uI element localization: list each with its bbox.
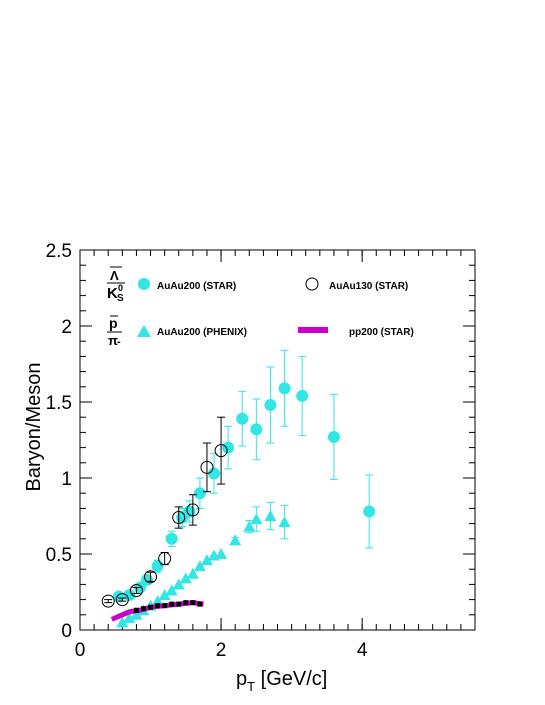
star-au130-point — [172, 511, 186, 525]
star-au130-point — [144, 570, 158, 584]
star-au200-point — [193, 487, 206, 500]
phenix-point — [264, 510, 277, 521]
phenix-point — [172, 578, 185, 590]
legend-label-phenix: AuAu200 (PHENIX) — [157, 327, 247, 338]
pp200-point — [197, 601, 203, 607]
x-axis-title-unit: [GeV/c] — [255, 668, 327, 690]
plot-frame — [79, 249, 476, 631]
pp200-point — [190, 600, 196, 606]
pp200-point — [140, 606, 146, 612]
phenix-point — [200, 554, 213, 566]
star-au200-point — [327, 430, 340, 443]
y-axis-title: Baryon/Meson — [23, 363, 45, 492]
star-au130-point — [200, 460, 214, 474]
pbar-symbol: p — [109, 315, 118, 331]
legend-marker-pp200 — [298, 327, 328, 333]
legend: Λ K 0 S p π - AuAu200 (STAR) AuAu130 (ST… — [107, 266, 414, 348]
star-au200-point — [296, 389, 309, 402]
star-au200-point — [250, 423, 263, 436]
star-au130-point — [158, 552, 172, 566]
star-au200-point — [183, 505, 196, 518]
star-au200-point — [208, 467, 221, 480]
phenix-point — [229, 534, 242, 546]
star-au130-point — [115, 593, 129, 607]
data-layer — [101, 349, 376, 628]
star-au200-point — [165, 532, 178, 545]
star-au200-point — [151, 560, 164, 573]
star-au200-point — [363, 505, 376, 518]
kshort-superscript: 0 — [118, 283, 123, 293]
phenix-point — [151, 595, 164, 607]
phenix-point — [215, 548, 228, 559]
legend-marker-star-au200 — [138, 278, 150, 290]
phenix-point — [123, 611, 136, 623]
x-axis-title: pT [GeV/c] — [236, 668, 327, 694]
pion-symbol: π — [108, 333, 118, 348]
pp200-point — [183, 600, 189, 606]
star-au200-point — [278, 382, 291, 395]
phenix-point — [165, 584, 178, 596]
pp200-point — [133, 607, 139, 613]
star-au130-point — [101, 594, 115, 608]
phenix-point — [278, 516, 291, 528]
x-axis-title-main: p — [236, 668, 247, 690]
legend-marker-phenix — [137, 325, 151, 337]
phenix-point — [116, 616, 129, 628]
legend-marker-star-au130 — [305, 277, 319, 291]
star-au130-point — [214, 444, 228, 458]
y-tick-label: 0 — [61, 621, 72, 642]
phenix-point — [179, 572, 192, 584]
y-tick-label: 2 — [61, 317, 72, 338]
phenix-point — [186, 567, 199, 579]
star-au200-point — [141, 573, 154, 586]
pp200-point — [148, 604, 154, 610]
x-tick-label: 0 — [75, 640, 86, 661]
star-au200-point — [236, 412, 249, 425]
pp200-point — [155, 603, 161, 609]
x-axis-title-sub: T — [247, 679, 255, 694]
pbar-pi-ratio-label: p π - — [107, 315, 122, 348]
star-au200-point — [123, 589, 136, 602]
phenix-point — [193, 560, 206, 572]
star-au130-point — [129, 583, 143, 597]
phenix-point — [250, 513, 263, 525]
phenix-point — [158, 589, 171, 601]
y-tick-label: 0.5 — [46, 545, 72, 566]
y-tick-label: 2.5 — [46, 241, 72, 262]
legend-label-pp200: pp200 (STAR) — [349, 327, 414, 338]
kshort-subscript: S — [117, 293, 124, 304]
axis-ticks: 0 0.5 1 1.5 2 2.5 0 2 4 — [46, 241, 475, 661]
pp200-point — [169, 601, 175, 607]
x-tick-label: 4 — [357, 640, 368, 661]
pp200-point — [162, 603, 168, 609]
phenix-point — [243, 520, 256, 532]
y-tick-label: 1 — [61, 469, 72, 490]
lambda-kshort-ratio-label: Λ K 0 S — [107, 266, 125, 304]
pp200-point — [176, 601, 182, 607]
star-au200-point — [264, 399, 277, 412]
star-au200-point — [222, 441, 235, 454]
lambda-bar-symbol: Λ — [110, 268, 119, 283]
pion-charge: - — [117, 336, 121, 348]
x-tick-label: 2 — [216, 640, 227, 661]
kshort-symbol: K — [107, 285, 118, 302]
star-au130-point — [186, 503, 200, 517]
legend-label-star-au200: AuAu200 (STAR) — [157, 281, 236, 292]
y-tick-label: 1.5 — [46, 393, 72, 414]
legend-label-star-au130: AuAu130 (STAR) — [329, 281, 408, 292]
phenix-point — [130, 608, 143, 620]
